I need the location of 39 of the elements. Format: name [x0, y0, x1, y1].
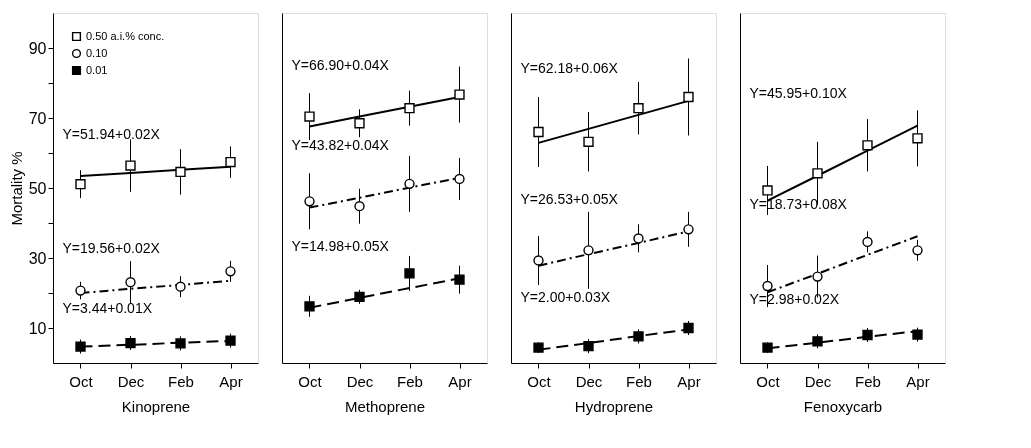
x-tick-label: Oct: [527, 372, 552, 390]
x-tick-label: Dec: [804, 372, 832, 390]
x-tick-label: Dec: [346, 372, 374, 390]
x-tick-label: Oct: [756, 372, 781, 390]
x-tick-label: Feb: [397, 372, 423, 390]
x-tick-label: Apr: [677, 372, 701, 390]
annotation: Y=26.53+0.05X: [520, 190, 619, 207]
annotation: Y=45.95+0.10X: [749, 85, 848, 102]
x-tick-label: Feb: [855, 372, 881, 390]
legend-label: 0.10: [86, 46, 108, 59]
x-tick-label: Feb: [626, 372, 652, 390]
annotation: Y=2.00+0.03X: [520, 288, 611, 305]
y-axis-title: Mortality %: [7, 151, 25, 226]
x-tick-label: Oct: [69, 372, 94, 390]
x-tick-label: Apr: [219, 372, 243, 390]
annotation: Y=43.82+0.04X: [291, 137, 390, 154]
y-tick-label: 90: [28, 39, 47, 57]
x-tick-label: Dec: [575, 372, 603, 390]
x-axis-title: Methoprene: [344, 397, 426, 415]
y-tick-label: 30: [28, 249, 47, 267]
x-axis-title: Hydroprene: [574, 397, 654, 415]
annotation: Y=62.18+0.06X: [520, 60, 619, 77]
x-tick-label: Apr: [906, 372, 930, 390]
legend-label: 0.50 a.i.% conc.: [86, 29, 165, 42]
annotation: Y=51.94+0.02X: [62, 126, 161, 143]
x-tick-label: Feb: [168, 372, 194, 390]
legend-label: 0.01: [86, 63, 108, 76]
x-tick-label: Apr: [448, 372, 472, 390]
y-tick-label: 50: [28, 179, 47, 197]
annotation: Y=19.56+0.02X: [62, 240, 161, 257]
annotation: Y=14.98+0.05X: [291, 237, 390, 254]
annotation: Y=66.90+0.04X: [291, 56, 390, 73]
x-tick-label: Oct: [298, 372, 323, 390]
x-axis-title: Fenoxycarb: [803, 397, 883, 415]
y-tick-label: 70: [28, 109, 47, 127]
y-tick-label: 10: [28, 319, 47, 337]
x-axis-title: Kinoprene: [121, 397, 191, 415]
x-tick-label: Dec: [117, 372, 145, 390]
annotation: Y=3.44+0.01X: [62, 300, 153, 317]
